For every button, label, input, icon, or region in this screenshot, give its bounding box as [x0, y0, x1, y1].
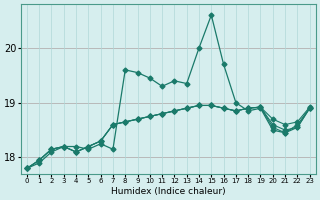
X-axis label: Humidex (Indice chaleur): Humidex (Indice chaleur)	[111, 187, 226, 196]
